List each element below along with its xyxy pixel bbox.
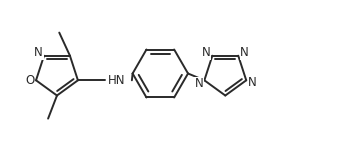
Text: N: N xyxy=(195,77,204,90)
Text: N: N xyxy=(248,76,257,89)
Text: N: N xyxy=(202,46,210,59)
Text: N: N xyxy=(240,46,249,59)
Text: HN: HN xyxy=(108,74,126,87)
Text: N: N xyxy=(34,46,43,59)
Text: O: O xyxy=(25,74,34,87)
